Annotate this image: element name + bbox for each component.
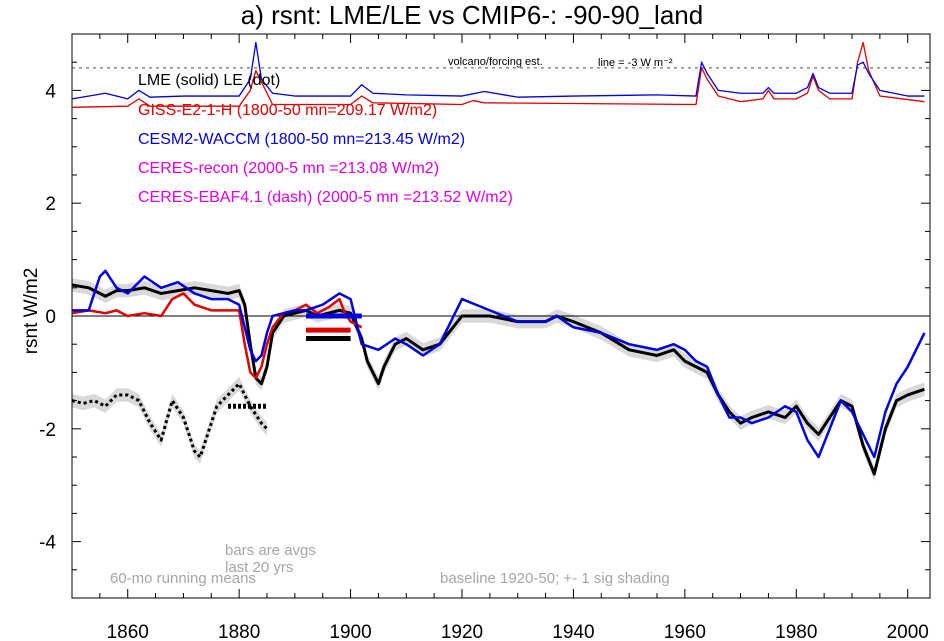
legend-entry-ceres-ebaf: CERES-EBAF4.1 (dash) (2000-5 mn =213.52 … (138, 189, 513, 206)
series-line-5 (71, 41, 925, 100)
series-line-0 (71, 283, 925, 476)
x-tick-label: 1920 (441, 622, 483, 641)
y-tick-label: -2 (39, 420, 56, 441)
y-tick-label: 0 (45, 307, 56, 328)
y-tick-label: -4 (39, 533, 56, 554)
series-line-2 (71, 292, 363, 380)
axes: 1860 1880 1900 1920 1940 1960 1980 2000 -4 -2 0 2 4 (39, 33, 931, 641)
series-line-3 (72, 269, 926, 459)
shading-band-le (72, 376, 267, 464)
series-layer (71, 41, 930, 476)
shading-layer (72, 278, 925, 481)
baseline-note: baseline 1920-50; +- 1 sig shading (440, 570, 670, 587)
x-tick-label: 1960 (664, 622, 706, 641)
running-mean-note: 60-mo running means (110, 570, 256, 587)
y-tick-label: 4 (45, 81, 56, 102)
x-tick-label: 1980 (775, 622, 817, 641)
y-axis-label: rsnt W/m2 (21, 267, 42, 355)
legend-entry-giss: GISS-E2-1-H (1800-50 mn=209.17 W/m2) (138, 102, 438, 119)
legend-entry-cesm2: CESM2-WACCM (1800-50 mn=213.45 W/m2) (138, 131, 466, 148)
chart-title: a) rsnt: LME/LE vs CMIP6-: -90-90_land (240, 0, 704, 30)
series-line-4 (71, 41, 925, 108)
x-tick-label: 1900 (329, 622, 371, 641)
x-tick-label: 1860 (107, 622, 149, 641)
series-line-1 (71, 382, 269, 459)
legend-entry-lme-le: LME (solid) LE (dot) (138, 72, 281, 89)
line-label: line = -3 W m⁻² (598, 57, 673, 69)
x-tick-label: 1880 (218, 622, 260, 641)
x-tick-label: 2000 (887, 622, 929, 641)
bars-note: bars are avgs last 20 yrs (225, 542, 316, 576)
volcano-label: volcano/forcing est. (448, 56, 543, 68)
y-tick-label: 2 (45, 194, 56, 215)
x-tick-label: 1940 (552, 622, 594, 641)
legend-entry-ceres-recon: CERES-recon (2000-5 mn =213.08 W/m2) (138, 160, 440, 177)
